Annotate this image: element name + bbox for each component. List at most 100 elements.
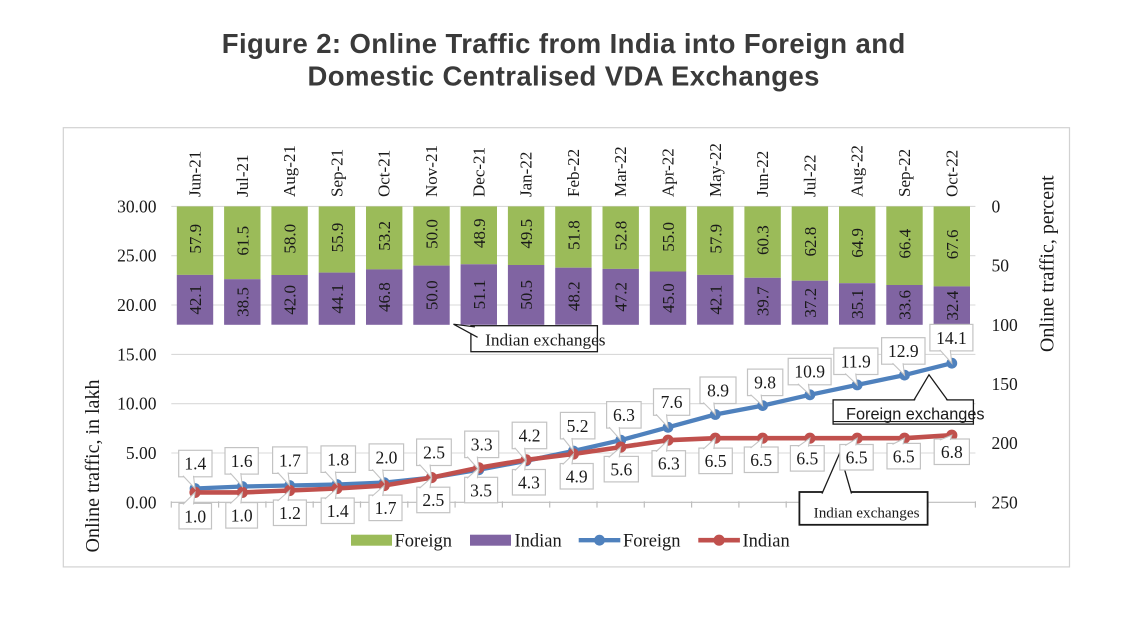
- svg-text:12.9: 12.9: [888, 341, 919, 361]
- svg-text:50.0: 50.0: [423, 219, 442, 249]
- svg-text:58.0: 58.0: [281, 224, 300, 254]
- svg-text:6.3: 6.3: [613, 405, 635, 425]
- svg-text:Jun-22: Jun-22: [753, 151, 772, 197]
- svg-text:1.8: 1.8: [327, 449, 349, 469]
- svg-text:4.9: 4.9: [566, 467, 588, 487]
- svg-text:Figure 2: Online Traffic from: Figure 2: Online Traffic from India into…: [222, 28, 906, 59]
- svg-text:1.0: 1.0: [231, 506, 253, 526]
- svg-text:57.9: 57.9: [706, 224, 725, 254]
- svg-text:9.8: 9.8: [754, 373, 776, 393]
- svg-text:48.2: 48.2: [564, 281, 583, 311]
- svg-text:Indian: Indian: [743, 532, 790, 552]
- svg-text:Indian: Indian: [515, 532, 562, 552]
- svg-text:2.5: 2.5: [422, 490, 444, 510]
- svg-text:Nov-21: Nov-21: [422, 145, 441, 197]
- svg-text:45.0: 45.0: [659, 283, 678, 313]
- svg-text:46.8: 46.8: [375, 282, 394, 312]
- svg-text:57.9: 57.9: [186, 224, 205, 254]
- svg-text:Aug-21: Aug-21: [280, 145, 299, 197]
- svg-text:55.0: 55.0: [659, 222, 678, 252]
- svg-text:Foreign: Foreign: [623, 532, 681, 552]
- svg-text:200: 200: [992, 433, 1019, 453]
- svg-text:Dec-21: Dec-21: [469, 147, 488, 197]
- svg-text:50.0: 50.0: [423, 280, 442, 310]
- svg-text:6.5: 6.5: [846, 448, 868, 468]
- svg-text:6.3: 6.3: [658, 454, 680, 474]
- svg-text:1.7: 1.7: [279, 450, 301, 470]
- svg-text:Indian exchanges: Indian exchanges: [485, 330, 606, 349]
- svg-text:47.2: 47.2: [612, 282, 631, 312]
- svg-text:6.5: 6.5: [893, 446, 915, 466]
- svg-text:14.1: 14.1: [936, 328, 967, 348]
- svg-text:51.8: 51.8: [564, 220, 583, 250]
- svg-text:5.2: 5.2: [567, 416, 589, 436]
- svg-text:6.5: 6.5: [705, 451, 727, 471]
- svg-text:1.2: 1.2: [279, 503, 301, 523]
- svg-text:Jan-22: Jan-22: [517, 152, 536, 197]
- svg-text:Indian exchanges: Indian exchanges: [814, 505, 920, 522]
- svg-text:1.4: 1.4: [184, 454, 206, 474]
- svg-text:6.5: 6.5: [750, 450, 772, 470]
- svg-text:Oct-22: Oct-22: [942, 150, 961, 197]
- svg-text:7.6: 7.6: [661, 392, 683, 412]
- svg-text:Feb-22: Feb-22: [564, 149, 583, 197]
- svg-text:8.9: 8.9: [707, 380, 729, 400]
- svg-text:66.4: 66.4: [896, 228, 915, 258]
- svg-text:0.00: 0.00: [126, 492, 157, 512]
- svg-text:42.0: 42.0: [281, 285, 300, 315]
- svg-text:1.6: 1.6: [231, 451, 253, 471]
- svg-text:5.00: 5.00: [126, 443, 157, 463]
- svg-text:2.5: 2.5: [423, 442, 445, 462]
- svg-text:Oct-21: Oct-21: [375, 150, 394, 197]
- svg-text:61.5: 61.5: [233, 226, 252, 256]
- svg-text:20.00: 20.00: [117, 295, 157, 315]
- svg-text:64.9: 64.9: [848, 228, 867, 258]
- svg-text:52.8: 52.8: [612, 221, 631, 251]
- svg-text:1.0: 1.0: [184, 506, 206, 526]
- svg-text:1.4: 1.4: [327, 501, 349, 521]
- svg-text:32.4: 32.4: [943, 290, 962, 320]
- svg-text:35.1: 35.1: [848, 289, 867, 319]
- svg-text:11.9: 11.9: [841, 351, 871, 371]
- svg-text:250: 250: [992, 492, 1019, 512]
- svg-text:Foreign: Foreign: [395, 532, 453, 552]
- svg-text:42.1: 42.1: [706, 285, 725, 315]
- svg-text:100: 100: [992, 315, 1019, 335]
- svg-text:4.2: 4.2: [519, 426, 541, 446]
- svg-text:50: 50: [992, 256, 1010, 276]
- svg-text:Jun-21: Jun-21: [186, 151, 205, 197]
- svg-text:0: 0: [992, 196, 1001, 216]
- svg-text:10.9: 10.9: [794, 362, 825, 382]
- svg-text:60.3: 60.3: [754, 225, 773, 255]
- svg-text:Apr-22: Apr-22: [659, 148, 678, 197]
- svg-text:May-22: May-22: [706, 143, 725, 197]
- svg-text:67.6: 67.6: [943, 230, 962, 260]
- svg-text:6.8: 6.8: [941, 442, 963, 462]
- svg-text:33.6: 33.6: [896, 290, 915, 320]
- svg-text:6.5: 6.5: [796, 449, 818, 469]
- svg-text:44.1: 44.1: [328, 284, 347, 314]
- svg-text:50.5: 50.5: [517, 280, 536, 310]
- svg-text:39.7: 39.7: [754, 286, 773, 316]
- svg-text:Mar-22: Mar-22: [611, 146, 630, 197]
- svg-text:4.3: 4.3: [518, 473, 540, 493]
- svg-text:55.9: 55.9: [328, 223, 347, 253]
- svg-text:37.2: 37.2: [801, 288, 820, 318]
- svg-text:Online traffic, in lakh: Online traffic, in lakh: [82, 380, 104, 553]
- svg-text:10.00: 10.00: [117, 394, 157, 414]
- svg-text:25.00: 25.00: [117, 246, 157, 266]
- svg-text:3.5: 3.5: [470, 480, 492, 500]
- svg-text:15.00: 15.00: [117, 344, 157, 364]
- svg-text:Foreign exchanges: Foreign exchanges: [846, 405, 984, 423]
- svg-text:Domestic Centralised VDA Excha: Domestic Centralised VDA Exchanges: [308, 61, 820, 92]
- svg-text:Aug-22: Aug-22: [848, 145, 867, 197]
- svg-text:Sep-21: Sep-21: [327, 149, 346, 197]
- svg-text:53.2: 53.2: [375, 221, 394, 251]
- svg-text:Online traffic, percent: Online traffic, percent: [1037, 175, 1059, 352]
- svg-text:5.6: 5.6: [610, 459, 632, 479]
- svg-text:30.00: 30.00: [117, 196, 157, 216]
- svg-text:48.9: 48.9: [470, 218, 489, 248]
- svg-text:Jul-21: Jul-21: [233, 155, 252, 197]
- svg-text:42.1: 42.1: [186, 285, 205, 315]
- svg-text:Sep-22: Sep-22: [895, 149, 914, 197]
